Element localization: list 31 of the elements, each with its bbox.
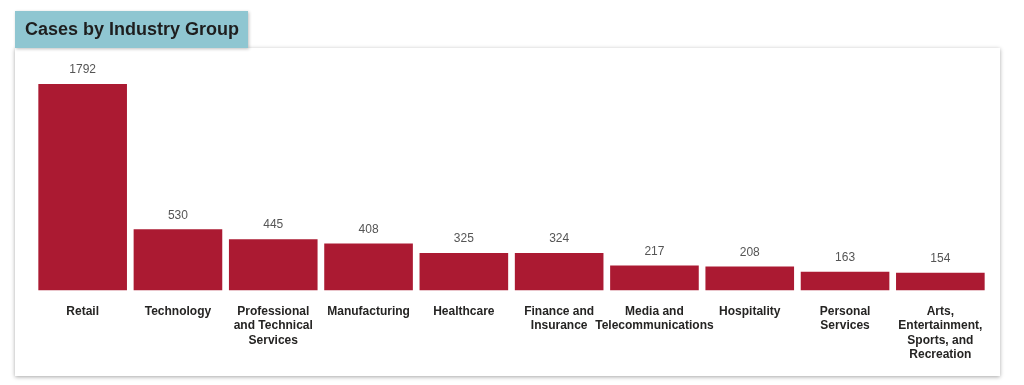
bar [228, 239, 318, 291]
x-tick-label: Professional and Technical Services [233, 303, 313, 347]
x-tick-label: Personal Services [819, 303, 871, 333]
bar [610, 265, 699, 291]
x-tick-label: Manufacturing [327, 303, 410, 318]
bar [896, 272, 985, 291]
bar [514, 253, 604, 291]
x-tick-label: Hospitality [719, 303, 781, 318]
x-tick-label: Healthcare [433, 303, 495, 318]
data-label: 163 [835, 249, 856, 264]
data-label: 1792 [69, 62, 97, 77]
bar [38, 84, 127, 291]
x-tick-label: Retail [66, 303, 99, 318]
bar [419, 252, 509, 291]
bar [324, 243, 413, 291]
data-label: 208 [739, 244, 761, 259]
bar [133, 229, 223, 291]
bar [705, 266, 795, 291]
bar [800, 271, 890, 291]
x-tick-label: Technology [144, 303, 212, 318]
data-label: 408 [358, 221, 379, 236]
x-tick-label: Finance and Insurance [524, 303, 595, 333]
data-label: 445 [263, 217, 284, 232]
chart-title: Cases by Industry Group [15, 11, 248, 48]
data-label: 324 [549, 231, 570, 246]
data-label: 217 [644, 243, 665, 258]
x-tick-label: Media and Telecommunications [595, 303, 714, 333]
data-label: 154 [930, 250, 951, 265]
data-label: 530 [167, 207, 189, 222]
x-tick-label: Arts, Entertainment, Sports, and Recreation [898, 303, 983, 362]
data-label: 325 [453, 231, 475, 246]
